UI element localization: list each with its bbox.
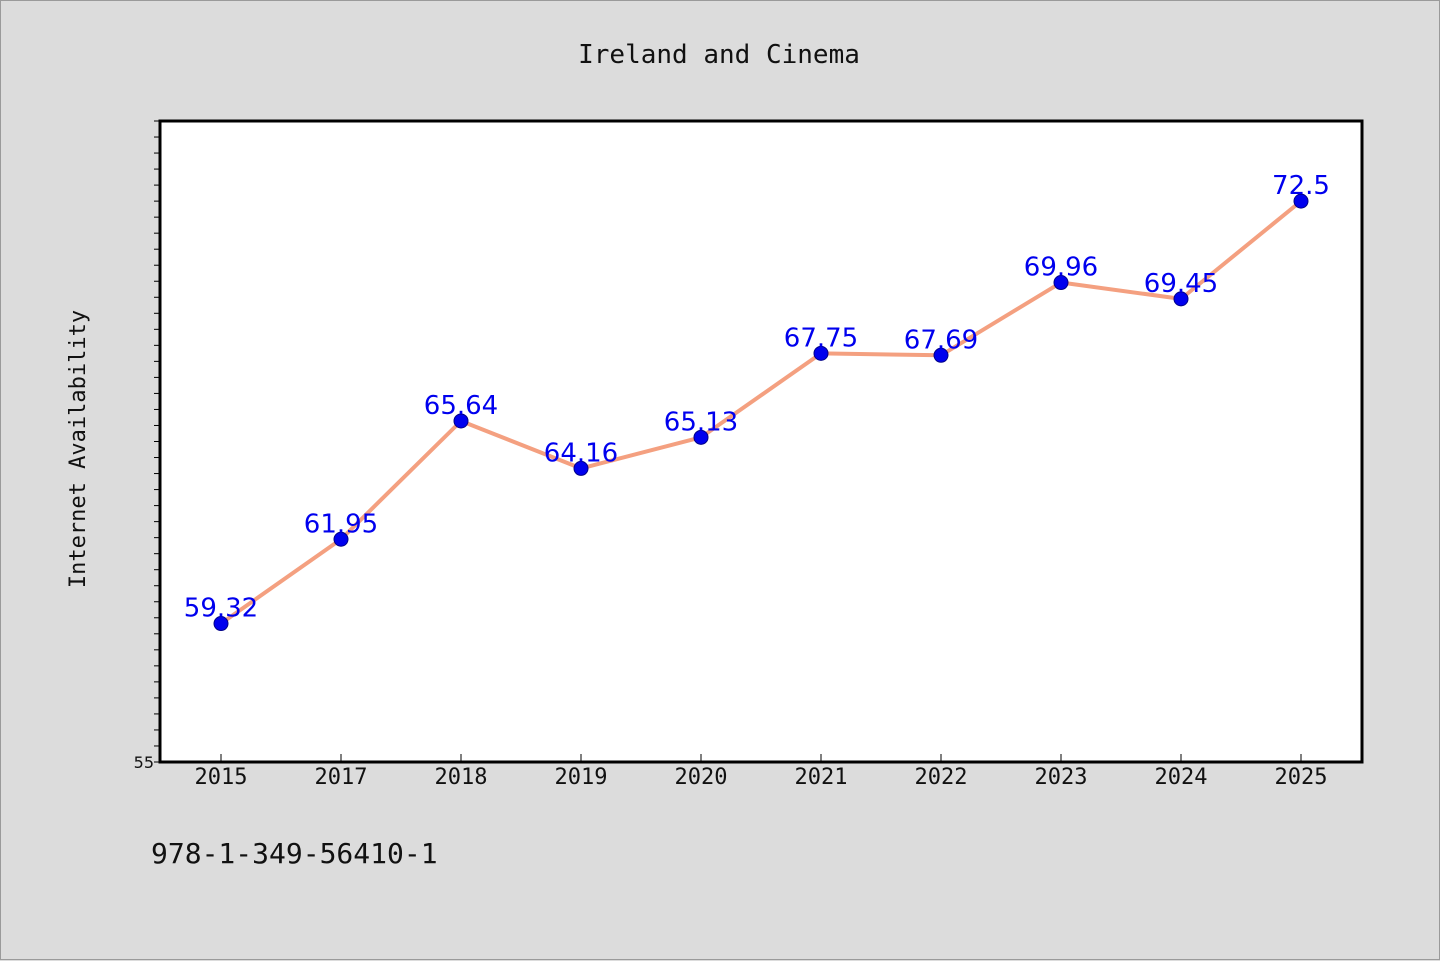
data-label: 69.96	[1024, 253, 1098, 283]
data-point	[333, 531, 349, 547]
data-point	[813, 345, 829, 361]
x-tick-label: 2021	[795, 765, 848, 790]
data-point	[573, 460, 589, 476]
data-label: 64.16	[544, 438, 618, 468]
y-axis-label: Internet Availability	[66, 310, 91, 588]
data-point	[1293, 193, 1309, 209]
data-point	[1173, 291, 1189, 307]
data-label: 59.32	[184, 594, 258, 624]
series-line-group	[219, 199, 1303, 626]
series-line	[219, 199, 1303, 626]
data-point	[213, 616, 229, 632]
data-label: 61.95	[304, 509, 378, 539]
x-tick-label: 2015	[195, 765, 248, 790]
data-point	[1053, 275, 1069, 291]
x-tick-label: 2025	[1275, 765, 1328, 790]
data-point	[453, 413, 469, 429]
plot-area	[158, 119, 1364, 764]
chart-title: Ireland and Cinema	[578, 40, 860, 70]
footer-isbn-text: 978-1-349-56410-1	[151, 837, 438, 870]
x-tick-label: 2019	[555, 765, 608, 790]
data-label: 67.75	[784, 323, 858, 353]
x-tick-label: 2024	[1155, 765, 1208, 790]
data-markers	[213, 193, 1309, 632]
data-point	[933, 347, 949, 363]
data-label: 69.45	[1144, 269, 1218, 299]
x-tick-label: 2018	[435, 765, 488, 790]
y-tick-label: 55	[134, 753, 154, 772]
x-tick-label: 2022	[915, 765, 968, 790]
data-label: 65.13	[664, 407, 738, 437]
data-label: 67.69	[904, 325, 978, 355]
data-labels: 59.32 61.95 65.64 64.16 65.13 67.75 67.69 69.96…	[184, 171, 1330, 623]
data-label: 65.64	[424, 391, 498, 421]
x-tick-label: 2020	[675, 765, 728, 790]
x-tick-label: 2017	[315, 765, 368, 790]
data-label: 72.5	[1272, 171, 1330, 201]
y-axis-ticks: 55	[134, 120, 160, 772]
x-axis-ticks: 2015 2017 2018 2019 2020 2021 2022 2023 2024 2025	[195, 754, 1328, 790]
x-tick-label: 2023	[1035, 765, 1088, 790]
data-point	[693, 429, 709, 445]
